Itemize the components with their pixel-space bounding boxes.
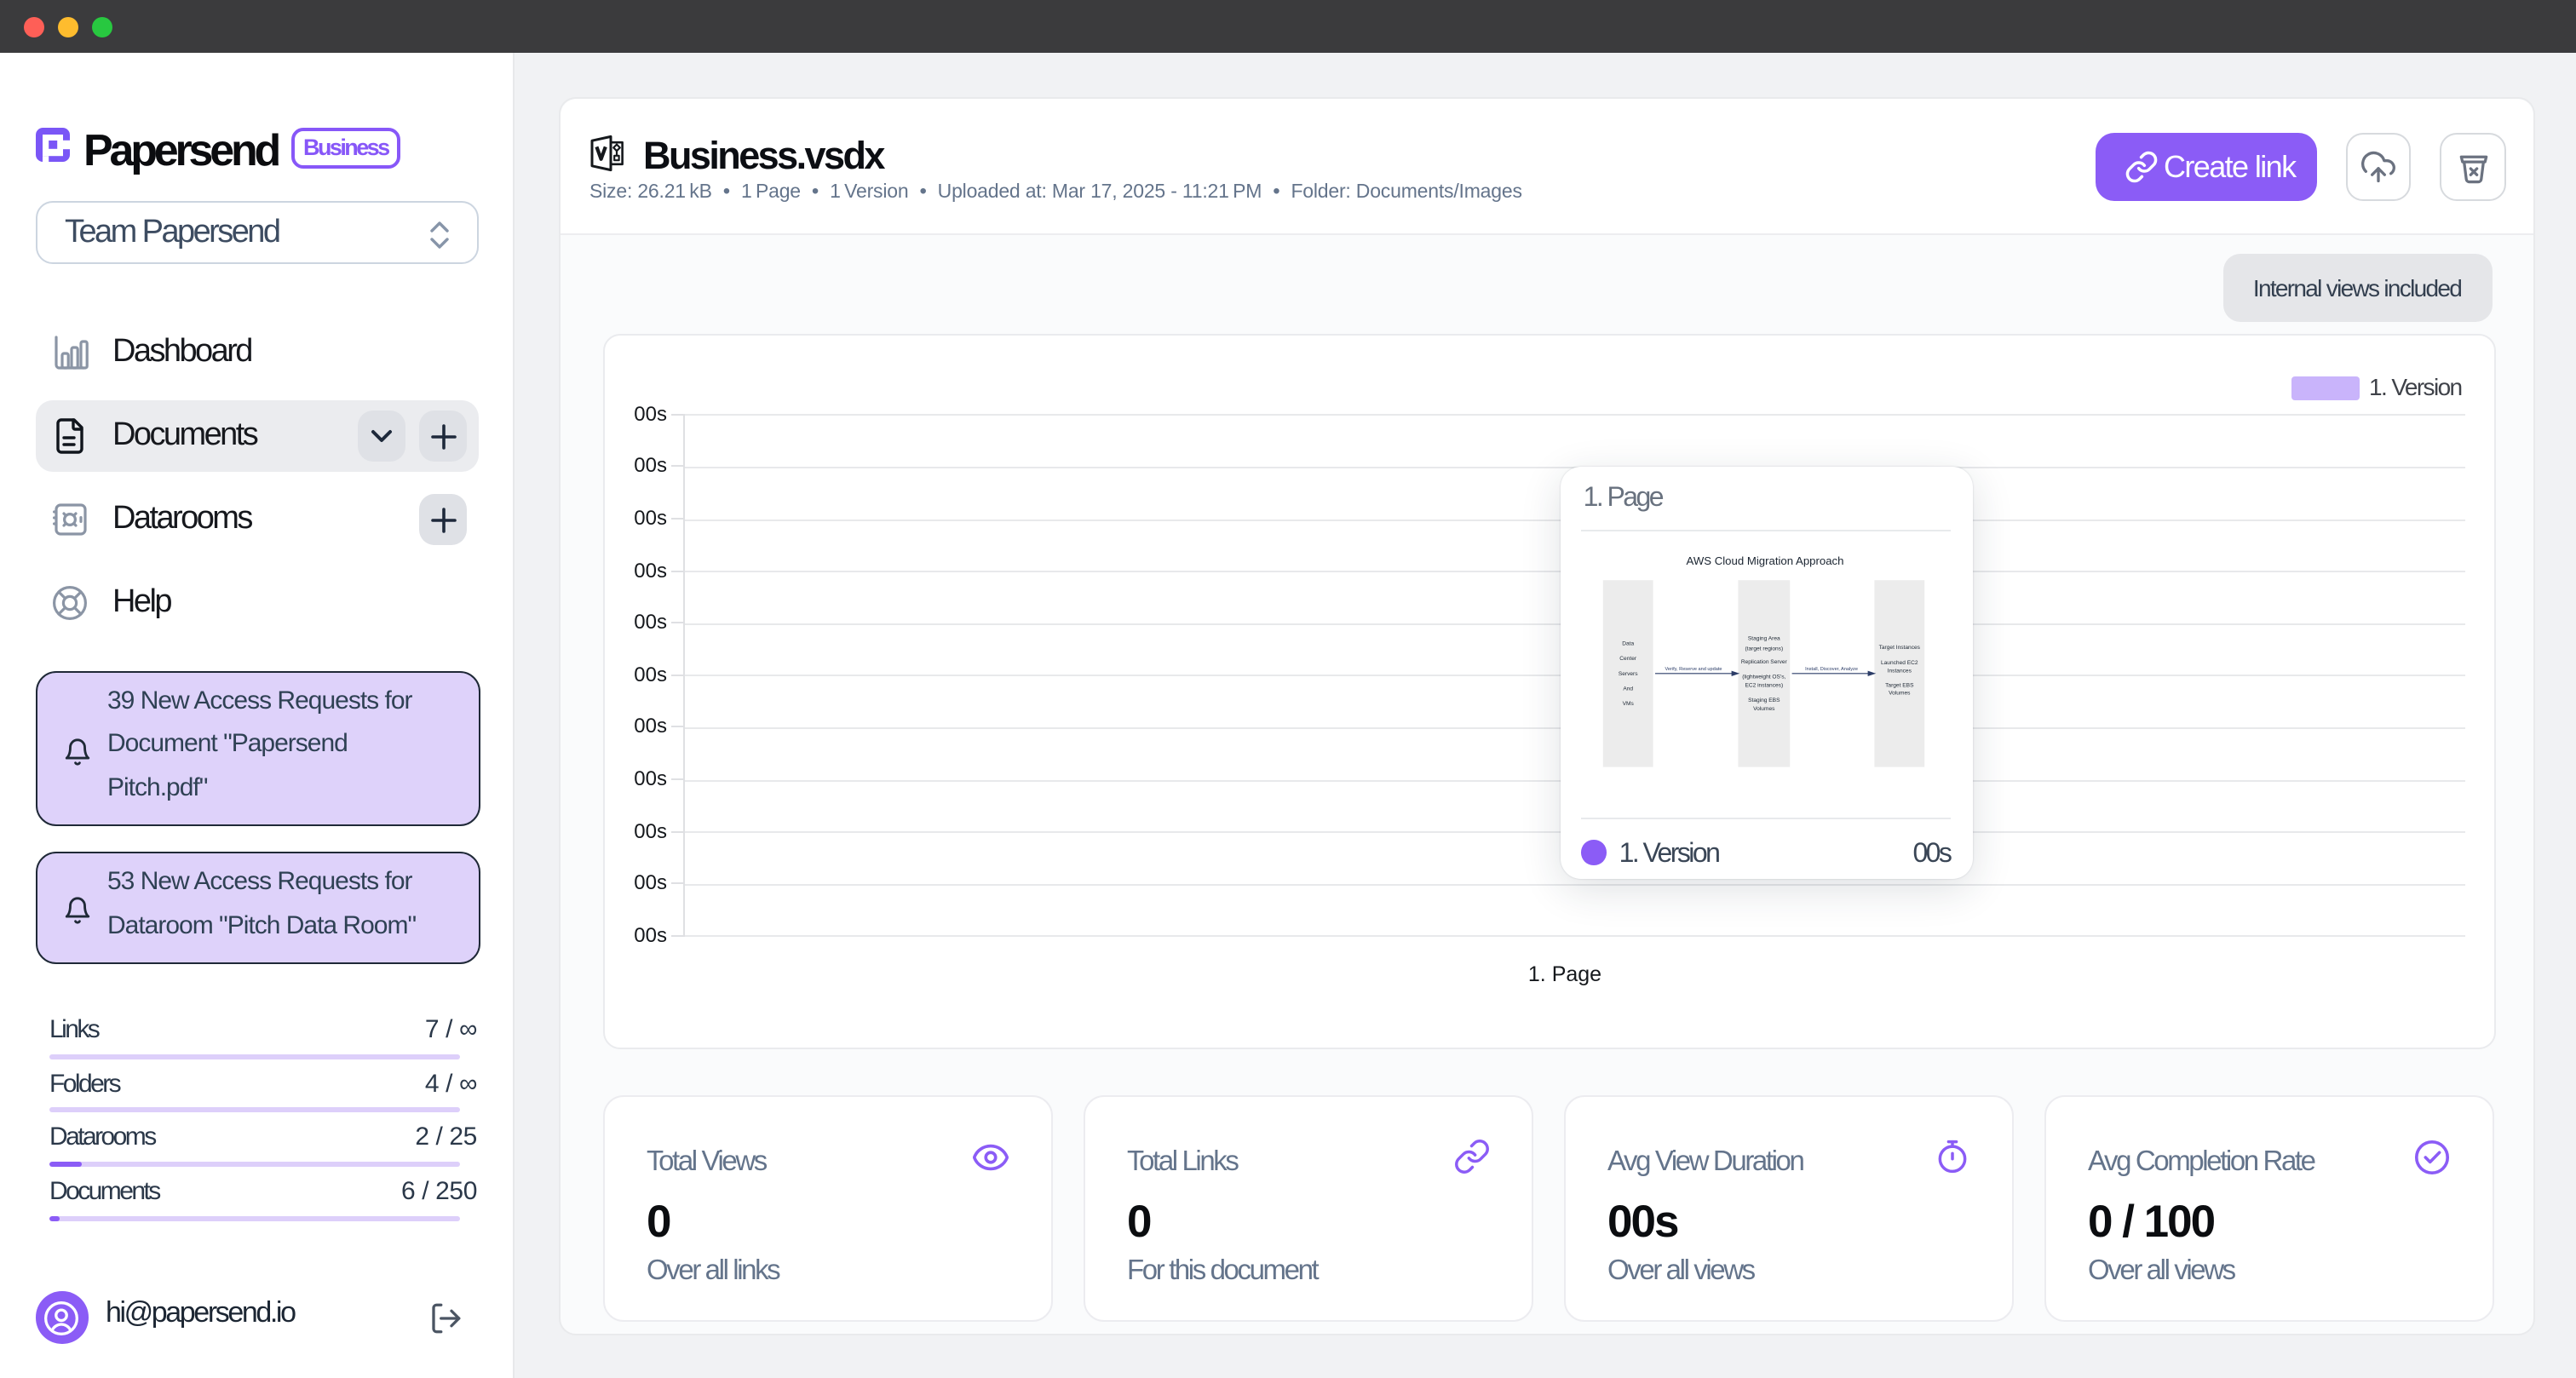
svg-text:Replication Server: Replication Server bbox=[1741, 659, 1788, 665]
svg-text:(target regions): (target regions) bbox=[1745, 646, 1784, 652]
svg-text:Target Instances: Target Instances bbox=[1879, 645, 1921, 651]
svg-text:Data: Data bbox=[1623, 640, 1635, 646]
svg-text:Install, Discover, Analyze: Install, Discover, Analyze bbox=[1806, 667, 1859, 672]
svg-text:Instances: Instances bbox=[1888, 668, 1912, 674]
svg-text:Verify, Reserve and update: Verify, Reserve and update bbox=[1665, 667, 1722, 672]
svg-text:Launched EC2: Launched EC2 bbox=[1882, 660, 1919, 666]
svg-text:Target EBS: Target EBS bbox=[1886, 682, 1915, 688]
svg-text:Staging EBS: Staging EBS bbox=[1749, 698, 1781, 703]
svg-text:And: And bbox=[1624, 686, 1634, 692]
svg-text:EC2 instances): EC2 instances) bbox=[1745, 682, 1784, 688]
svg-text:AWS Cloud Migration Approach: AWS Cloud Migration Approach bbox=[1687, 554, 1844, 567]
svg-text:Volumes: Volumes bbox=[1889, 690, 1912, 696]
svg-text:VMs: VMs bbox=[1623, 701, 1635, 707]
svg-text:Servers: Servers bbox=[1619, 671, 1638, 677]
svg-text:Volumes: Volumes bbox=[1754, 706, 1776, 712]
svg-text:Center: Center bbox=[1620, 656, 1638, 662]
svg-text:(lightweight OS's,: (lightweight OS's, bbox=[1743, 674, 1786, 680]
svg-text:Staging Area: Staging Area bbox=[1749, 635, 1781, 641]
